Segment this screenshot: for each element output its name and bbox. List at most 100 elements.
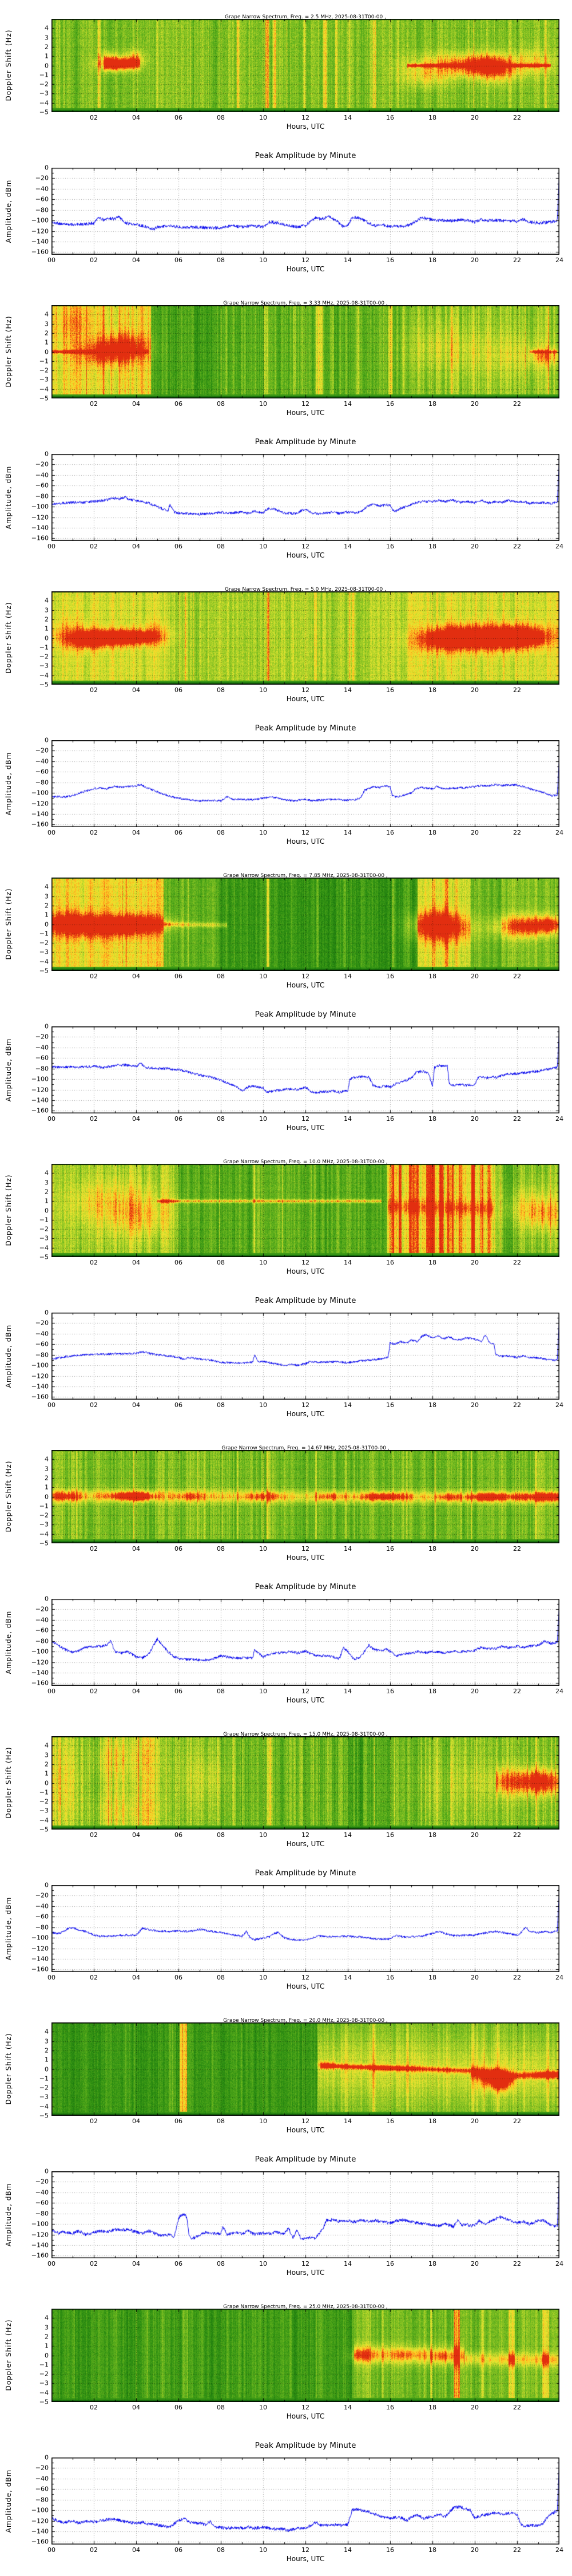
tick-label: 18 xyxy=(428,829,436,836)
tick-label: 10 xyxy=(259,1545,267,1552)
tick-label: −40 xyxy=(35,1902,49,1910)
tick-label: 18 xyxy=(428,1688,436,1695)
amplitude-title: Peak Amplitude by Minute xyxy=(255,437,356,447)
tick-label: 14 xyxy=(344,2260,352,2267)
tick-label: 06 xyxy=(174,829,182,836)
tick-label: −120 xyxy=(31,2517,49,2525)
amplitude-x-axis-label: Hours, UTC xyxy=(286,1982,325,1990)
tick-label: 22 xyxy=(513,256,521,264)
tick-label: 12 xyxy=(301,543,309,550)
tick-label: −60 xyxy=(35,195,49,203)
tick-label: −4 xyxy=(39,1530,49,1538)
spectrogram-x-axis-label: Hours, UTC xyxy=(286,695,325,703)
tick-label: 22 xyxy=(513,829,521,836)
tick-label: 14 xyxy=(344,400,352,408)
tick-label: 20 xyxy=(471,400,479,408)
tick-label: −2 xyxy=(39,1225,49,1233)
tick-label: 3 xyxy=(45,34,49,42)
tick-label: 0 xyxy=(45,736,49,744)
tick-label: −60 xyxy=(35,481,49,489)
tick-label: −100 xyxy=(31,2220,49,2228)
spectrogram-title-line1: Grape Narrow Spectrum, Freq. = 2.5 MHz, … xyxy=(225,14,386,20)
tick-label: 04 xyxy=(132,543,140,550)
tick-label: −20 xyxy=(35,460,49,468)
tick-label: −20 xyxy=(35,1319,49,1327)
tick-label: −40 xyxy=(35,1044,49,1052)
tick-label: −140 xyxy=(31,2527,49,2535)
tick-label: 0 xyxy=(45,164,49,172)
tick-label: 20 xyxy=(471,1259,479,1266)
tick-label: −80 xyxy=(35,1351,49,1359)
tick-label: −140 xyxy=(31,1096,49,1104)
tick-label: 22 xyxy=(513,1974,521,1981)
tick-label: −1 xyxy=(39,2075,49,2083)
tick-label: 2 xyxy=(45,1474,49,1482)
tick-label: −40 xyxy=(35,185,49,193)
tick-label: 12 xyxy=(301,1545,309,1552)
tick-label: −3 xyxy=(39,1807,49,1815)
tick-label: 04 xyxy=(132,1401,140,1409)
subchannel-section: Grape Narrow Spectrum, Freq. = 2.5 MHz, … xyxy=(0,0,572,286)
amplitude-line-chart xyxy=(51,454,559,541)
tick-label: 04 xyxy=(132,1831,140,1839)
tick-label: 16 xyxy=(386,1259,394,1266)
tick-label: 00 xyxy=(47,829,55,836)
tick-label: 22 xyxy=(513,1688,521,1695)
tick-label: 16 xyxy=(386,114,394,121)
tick-label: −20 xyxy=(35,2464,49,2472)
tick-label: 08 xyxy=(217,2404,225,2411)
tick-label: 04 xyxy=(132,2260,140,2267)
tick-label: 3 xyxy=(45,1179,49,1187)
tick-label: 04 xyxy=(132,2404,140,2411)
tick-label: −4 xyxy=(39,958,49,966)
tick-label: 24 xyxy=(555,256,563,264)
tick-label: −2 xyxy=(39,939,49,947)
tick-label: −3 xyxy=(39,662,49,670)
tick-label: −20 xyxy=(35,1033,49,1041)
tick-label: 00 xyxy=(47,1974,55,1981)
spectrogram-heatmap xyxy=(51,1736,559,1830)
tick-label: 24 xyxy=(555,2260,563,2267)
spectrogram-heatmap xyxy=(51,19,559,112)
spectrogram-x-axis-label: Hours, UTC xyxy=(286,2412,325,2420)
tick-label: 00 xyxy=(47,1688,55,1695)
tick-label: 06 xyxy=(174,2404,182,2411)
tick-label: −60 xyxy=(35,2199,49,2207)
tick-label: −120 xyxy=(31,2231,49,2239)
tick-label: −2 xyxy=(39,2084,49,2092)
tick-label: −60 xyxy=(35,1626,49,1634)
tick-label: −3 xyxy=(39,2093,49,2101)
tick-label: −160 xyxy=(31,534,49,542)
tick-label: 22 xyxy=(513,114,521,121)
tick-label: 22 xyxy=(513,1831,521,1839)
tick-label: −1 xyxy=(39,2361,49,2369)
tick-label: 1 xyxy=(45,52,49,60)
tick-label: 10 xyxy=(259,2117,267,2125)
tick-label: 18 xyxy=(428,1545,436,1552)
tick-label: 08 xyxy=(217,1974,225,1981)
tick-label: 08 xyxy=(217,1545,225,1552)
tick-label: 10 xyxy=(259,1259,267,1266)
tick-label: 20 xyxy=(471,2117,479,2125)
tick-label: −140 xyxy=(31,1955,49,1963)
tick-label: −120 xyxy=(31,1945,49,1953)
spectrogram-x-axis-label: Hours, UTC xyxy=(286,981,325,989)
tick-label: −5 xyxy=(39,1539,49,1547)
tick-label: 1 xyxy=(45,1769,49,1777)
tick-label: 22 xyxy=(513,2260,521,2267)
tick-label: −40 xyxy=(35,2475,49,2483)
tick-label: 08 xyxy=(217,1259,225,1266)
tick-label: 2 xyxy=(45,1760,49,1768)
tick-label: −20 xyxy=(35,1891,49,1899)
tick-label: −140 xyxy=(31,238,49,246)
amplitude-line-chart xyxy=(51,740,559,827)
tick-label: 0 xyxy=(45,634,49,642)
tick-label: 12 xyxy=(301,2260,309,2267)
tick-label: 10 xyxy=(259,400,267,408)
amplitude-x-axis-label: Hours, UTC xyxy=(286,265,325,273)
tick-label: 18 xyxy=(428,114,436,121)
tick-label: 4 xyxy=(45,2314,49,2322)
tick-label: −2 xyxy=(39,1797,49,1805)
tick-label: 18 xyxy=(428,1831,436,1839)
tick-label: −80 xyxy=(35,2496,49,2504)
